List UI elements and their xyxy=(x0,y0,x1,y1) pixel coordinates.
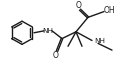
Text: O: O xyxy=(53,51,59,60)
Text: OH: OH xyxy=(103,6,115,15)
Text: O: O xyxy=(76,1,82,10)
Text: NH: NH xyxy=(42,28,54,34)
Text: NH: NH xyxy=(94,38,105,44)
